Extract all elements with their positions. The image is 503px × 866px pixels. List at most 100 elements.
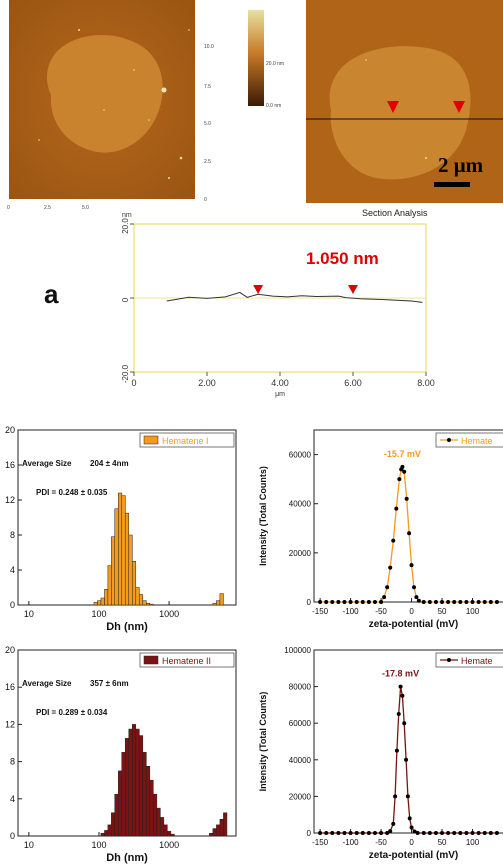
zeta-xtick-label: -100 — [343, 838, 360, 847]
zeta-ytick-label: 0 — [307, 598, 312, 607]
zeta-point — [354, 831, 359, 835]
zeta-point — [394, 506, 399, 511]
zeta-ytick-label: 20000 — [289, 792, 312, 801]
dls-bar — [167, 831, 172, 837]
zeta-point — [470, 600, 475, 604]
dls-bar — [128, 534, 133, 606]
dls-bar — [111, 536, 116, 606]
dls-bar — [114, 793, 119, 837]
zeta-xtick-label: 0 — [409, 607, 414, 616]
zeta-ytick-label: 20000 — [289, 549, 312, 558]
zeta-point — [440, 600, 445, 604]
dls-bar — [153, 793, 158, 837]
zeta-point — [379, 600, 384, 604]
zeta-point — [433, 831, 438, 835]
afm-right-tick-2: 5.0 — [204, 121, 211, 127]
dls-bar — [100, 597, 105, 606]
dls-xtick-label: 100 — [91, 840, 106, 850]
zeta-y-axis-label: Intensity (Total Counts) — [258, 466, 268, 566]
afm-right-tick-4: 0 — [204, 197, 207, 203]
dls-bar — [219, 819, 224, 837]
zeta-legend-label: Hemate — [461, 656, 493, 666]
scale-bar — [434, 182, 470, 187]
dls-legend-label: Hematene I — [162, 436, 209, 446]
zeta-x-axis-label: zeta-potential (mV) — [369, 619, 458, 630]
zeta-point — [388, 565, 393, 570]
zeta-ytick-label: 80000 — [289, 683, 312, 692]
dls-bar — [97, 600, 102, 606]
zeta-point — [452, 831, 457, 835]
profile-xtick-label: 8.00 — [417, 378, 435, 388]
dls-ytick-label: 12 — [5, 719, 15, 729]
zeta-point — [366, 831, 371, 835]
zeta-point — [427, 831, 432, 835]
zeta-point — [414, 595, 419, 600]
zeta-point — [421, 600, 426, 604]
zeta-ytick-label: 40000 — [289, 500, 312, 509]
zeta-point — [391, 538, 396, 543]
afm-image-left — [9, 0, 195, 199]
zeta-point — [416, 598, 421, 603]
dls-bar — [219, 593, 224, 606]
afm-right-tick-0: 10.0 — [204, 44, 214, 50]
zeta-point — [415, 831, 420, 835]
zeta-point — [458, 831, 463, 835]
zeta-point — [396, 712, 401, 717]
dls-ytick-label: 16 — [5, 682, 15, 692]
zeta-point — [348, 831, 353, 835]
zeta-point — [482, 831, 487, 835]
profile-xtick-label: 2.00 — [198, 378, 216, 388]
profile-xtick-label: 6.00 — [344, 378, 362, 388]
dls-bar — [139, 735, 144, 837]
zeta-point — [366, 600, 371, 604]
zeta-point — [324, 600, 329, 604]
dls-bar — [135, 728, 140, 837]
dls-xtick-label: 1000 — [159, 840, 179, 850]
zeta-legend-marker — [447, 658, 451, 662]
zeta-point — [342, 600, 347, 604]
zeta-point — [391, 821, 396, 826]
dls-bar — [107, 824, 112, 837]
zeta-potential-chart-2: 0 20000 40000 60000 80000 100000 -150 -100 -50 0 5… — [258, 646, 503, 861]
zeta-point — [336, 600, 341, 604]
zeta-legend-label: Hemate — [461, 436, 493, 446]
zeta-point — [394, 748, 399, 753]
zeta-xtick-label: 50 — [438, 838, 447, 847]
zeta-point — [385, 831, 390, 835]
zeta-legend-box — [435, 432, 503, 448]
dls-bar — [170, 833, 175, 837]
dls-ytick-label: 4 — [10, 565, 15, 575]
dls-ytick-label: 8 — [10, 530, 15, 540]
zeta-point — [405, 794, 410, 799]
dls-bar — [146, 603, 151, 606]
dls-bar — [124, 738, 130, 837]
zeta-legend-box — [435, 652, 503, 668]
dls-bar — [139, 594, 144, 606]
zeta-point — [372, 600, 377, 604]
dls-bar — [124, 512, 130, 606]
dls-bar — [142, 600, 147, 606]
dls-ytick-label: 20 — [5, 425, 15, 435]
dls-avg-value: 357 ± 6nm — [90, 679, 129, 688]
zeta-point — [388, 829, 393, 834]
zeta-xtick-label: 50 — [438, 607, 447, 616]
zeta-point — [494, 600, 499, 604]
section-analysis-label: Section Analysis — [362, 208, 428, 218]
dls-bar — [121, 495, 126, 606]
dls-legend-box — [139, 432, 235, 448]
zeta-point — [488, 831, 493, 835]
zeta-point — [385, 585, 390, 590]
dls-bar — [131, 561, 137, 606]
zeta-point — [330, 831, 335, 835]
dls-ytick-label: 12 — [5, 495, 15, 505]
zeta-ytick-label: 60000 — [289, 451, 312, 460]
zeta-xtick-label: -150 — [312, 838, 329, 847]
dls-bar — [100, 832, 105, 837]
dls-legend-swatch — [143, 655, 159, 665]
profile-marker-1-icon — [253, 285, 264, 294]
afm-bottom-tick-0: 0 — [7, 205, 10, 211]
zeta-xtick-label: 100 — [466, 607, 480, 616]
dls-avg-label: Average Size — [22, 459, 72, 468]
section-marker-2-icon — [453, 101, 465, 113]
dls-bar — [146, 766, 151, 837]
